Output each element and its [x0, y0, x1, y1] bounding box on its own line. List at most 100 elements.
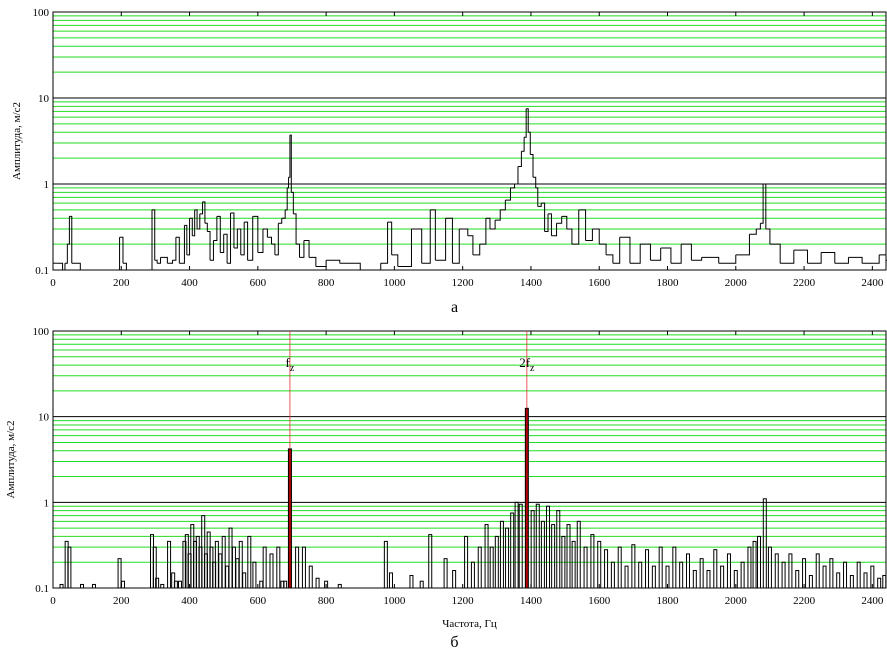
- bar: [494, 535, 499, 589]
- bar: [443, 558, 448, 589]
- trace-step: [640, 243, 651, 261]
- bar: [713, 549, 718, 589]
- bar: [762, 498, 767, 589]
- trace-step: [548, 213, 552, 236]
- bar: [67, 546, 72, 589]
- x-tick-label: 600: [250, 277, 267, 289]
- bar: [752, 540, 757, 589]
- trace-step: [197, 213, 201, 230]
- trace-step: [339, 262, 361, 270]
- x-tick-label: 1200: [452, 277, 475, 289]
- bar: [692, 570, 697, 589]
- x-axis-title: Частота, Гц: [442, 618, 497, 630]
- bar: [822, 565, 827, 589]
- trace-step: [64, 244, 68, 264]
- bar: [740, 561, 745, 589]
- x-tick-label: 2200: [793, 277, 816, 289]
- trace-step: [230, 212, 235, 249]
- trace-step: [862, 254, 880, 264]
- bar: [870, 565, 875, 589]
- trace-step: [160, 256, 168, 264]
- trace-step: [291, 191, 294, 214]
- trace-step: [495, 209, 501, 221]
- trace-step: [387, 221, 393, 255]
- plot-frame: [52, 330, 887, 589]
- bar: [651, 565, 656, 589]
- bar: [324, 580, 329, 589]
- trace-step: [288, 135, 291, 178]
- panel-a: 0 200 400 600 800 1000 1200 1400 1600 1800 2000 220…: [11, 7, 887, 316]
- grid: [53, 330, 886, 589]
- bar: [276, 546, 281, 589]
- trace-step: [194, 209, 198, 229]
- y-axis-title: Амплитуда, м/с2: [11, 102, 23, 180]
- bar: [815, 553, 820, 589]
- marker-label: 2fz: [519, 355, 535, 374]
- bar: [617, 546, 622, 589]
- x-tick-label: 800: [318, 277, 335, 289]
- trace-step: [780, 250, 795, 264]
- trace-step: [397, 228, 412, 267]
- bar: [499, 520, 504, 589]
- trace-step: [244, 221, 249, 261]
- trace-step: [237, 228, 242, 255]
- trace-step: [760, 184, 764, 224]
- trace-step: [69, 215, 73, 264]
- bar: [540, 520, 545, 589]
- bar: [518, 503, 523, 589]
- bar: [489, 546, 494, 589]
- bar: [590, 534, 595, 589]
- bar: [182, 540, 187, 589]
- trace-step: [532, 176, 537, 188]
- trace-step: [521, 137, 525, 152]
- bar: [863, 572, 868, 589]
- trace-step: [293, 213, 297, 245]
- trace-step: [199, 201, 204, 215]
- trace-step: [445, 217, 453, 264]
- trace-step: [769, 243, 781, 264]
- trace-step: [186, 218, 191, 256]
- bar: [259, 580, 264, 589]
- bar: [679, 561, 684, 589]
- bar: [287, 448, 292, 589]
- trace-step: [435, 218, 447, 261]
- trace-step: [556, 216, 563, 224]
- bar: [225, 565, 230, 589]
- trace-step: [303, 240, 310, 258]
- trace-step: [571, 209, 580, 245]
- trace-step: [67, 216, 70, 245]
- trace-step: [500, 200, 506, 211]
- trace-step: [701, 256, 720, 264]
- trace-step: [807, 252, 822, 264]
- trace-step: [204, 222, 208, 232]
- bar: [556, 510, 561, 589]
- trace-step: [71, 262, 81, 270]
- series-bars: [59, 407, 887, 589]
- bar: [177, 580, 182, 589]
- bar: [551, 524, 556, 589]
- trace-step: [380, 222, 389, 264]
- panel-label: б: [450, 634, 458, 651]
- panel-b: 0 200 400 600 800 1000 1200 1400 1600 1800 2000 220…: [5, 326, 887, 651]
- y-tick-label: 1: [44, 179, 50, 191]
- bar: [152, 546, 157, 589]
- x-tick-label: 2400: [861, 595, 884, 607]
- trace-step: [179, 225, 185, 264]
- x-tick-label: 1000: [383, 595, 406, 607]
- bar: [747, 546, 752, 589]
- bar: [849, 574, 854, 589]
- trace-step: [240, 222, 245, 256]
- trace-step: [213, 216, 218, 242]
- bar: [510, 512, 515, 589]
- marker-label: fz: [286, 355, 295, 374]
- bar: [59, 583, 64, 589]
- trace-step: [247, 216, 254, 261]
- trace-step: [749, 228, 757, 235]
- y-tick-label: 10: [38, 93, 50, 105]
- bar: [218, 553, 223, 589]
- trace-step: [210, 240, 214, 261]
- bar: [269, 553, 274, 589]
- bar: [301, 546, 306, 589]
- trace-step: [430, 209, 436, 261]
